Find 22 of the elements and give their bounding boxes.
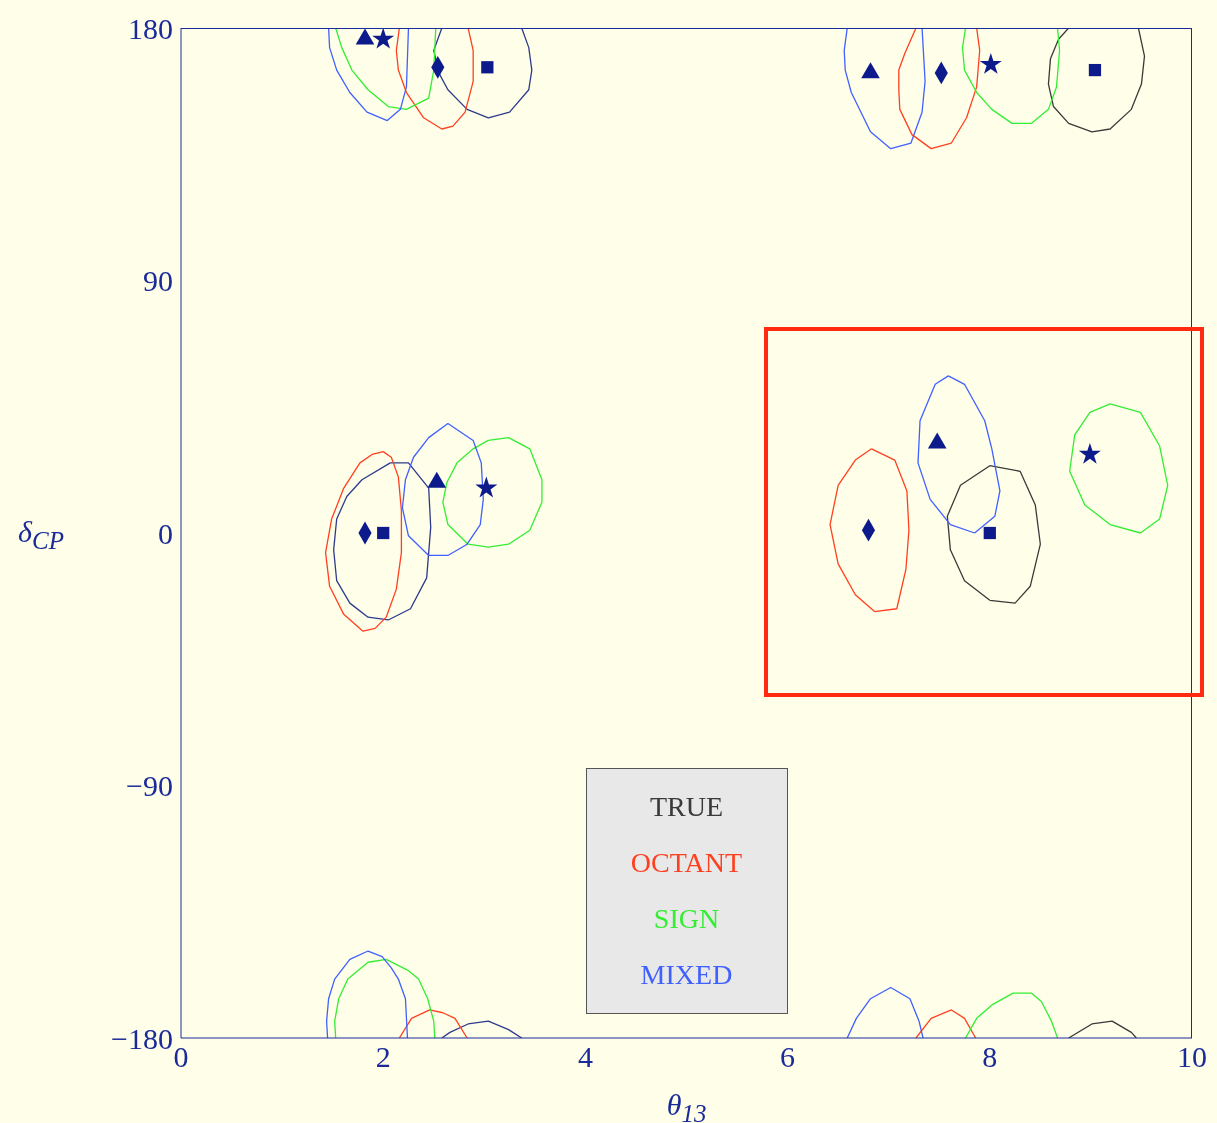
x-tick-label: 2 (375, 1040, 391, 1074)
y-axis-title: δ$_{CP}$ (18, 515, 64, 555)
point (979, 52, 1002, 74)
x-tick-label: 4 (577, 1040, 593, 1074)
point (1088, 63, 1102, 77)
point (481, 61, 494, 74)
x-tick-label: 10 (1177, 1040, 1207, 1074)
x-axis-title: θ$_{13}$ (666, 1088, 707, 1123)
point (1078, 442, 1101, 464)
y-tick-label: −90 (126, 769, 173, 803)
y-tick-label: 0 (158, 516, 173, 550)
point (861, 62, 880, 79)
y-tick-label: 90 (143, 264, 173, 298)
point (475, 476, 498, 498)
point (983, 526, 996, 540)
point (377, 526, 390, 540)
y-tick-label: −180 (111, 1021, 173, 1055)
y-tick-label: 180 (128, 11, 173, 45)
x-tick-label: 6 (780, 1040, 796, 1074)
legend-box: TRUE OCTANT SIGN MIXED (585, 768, 788, 1014)
point (372, 28, 395, 49)
x-tick-label: 8 (982, 1040, 998, 1074)
